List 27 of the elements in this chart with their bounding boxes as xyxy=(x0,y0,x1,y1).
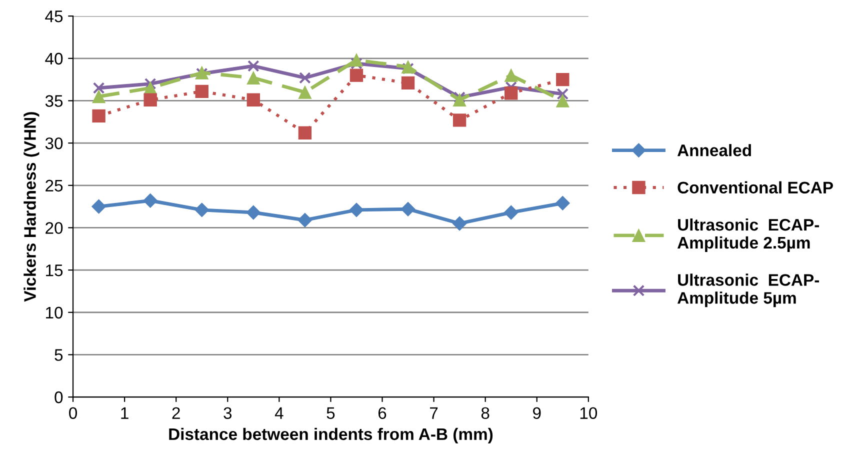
x-tick-label: 10 xyxy=(580,407,598,419)
x-tick-label: 5 xyxy=(326,407,335,419)
legend-label: Conventional ECAP xyxy=(678,181,833,194)
x-tick-label: 8 xyxy=(481,407,490,419)
x-tick-label: 3 xyxy=(224,407,232,419)
y-tick-label: 5 xyxy=(54,349,63,361)
x-tick-label: 9 xyxy=(533,407,541,419)
legend-label: Ultrasonic ECAP- Amplitude 2.5µm xyxy=(677,218,820,252)
y-tick-label: 10 xyxy=(46,306,63,319)
y-tick-label: 15 xyxy=(46,264,63,276)
y-tick-label: 20 xyxy=(46,222,63,234)
x-tick-label: 7 xyxy=(430,407,438,419)
y-tick-label: 45 xyxy=(45,10,63,22)
x-tick-label: 2 xyxy=(172,407,180,419)
legend-label: Ultrasonic ECAP- Amplitude 5µm xyxy=(677,274,820,308)
x-tick-label: 4 xyxy=(274,407,284,419)
y-axis-title: Vickers Hardness (VHN) xyxy=(24,112,40,302)
x-axis-title: Distance between indents from A-B (mm) xyxy=(169,428,493,444)
y-tick-label: 35 xyxy=(45,95,63,107)
x-tick-label: 0 xyxy=(69,407,77,419)
y-tick-label: 30 xyxy=(45,137,63,150)
y-tick-label: 40 xyxy=(45,52,63,65)
x-tick-label: 6 xyxy=(378,407,386,419)
x-tick-label: 1 xyxy=(121,407,128,419)
y-tick-label: 0 xyxy=(54,391,63,404)
legend-label: Annealed xyxy=(677,144,751,156)
y-tick-label: 25 xyxy=(46,180,63,192)
